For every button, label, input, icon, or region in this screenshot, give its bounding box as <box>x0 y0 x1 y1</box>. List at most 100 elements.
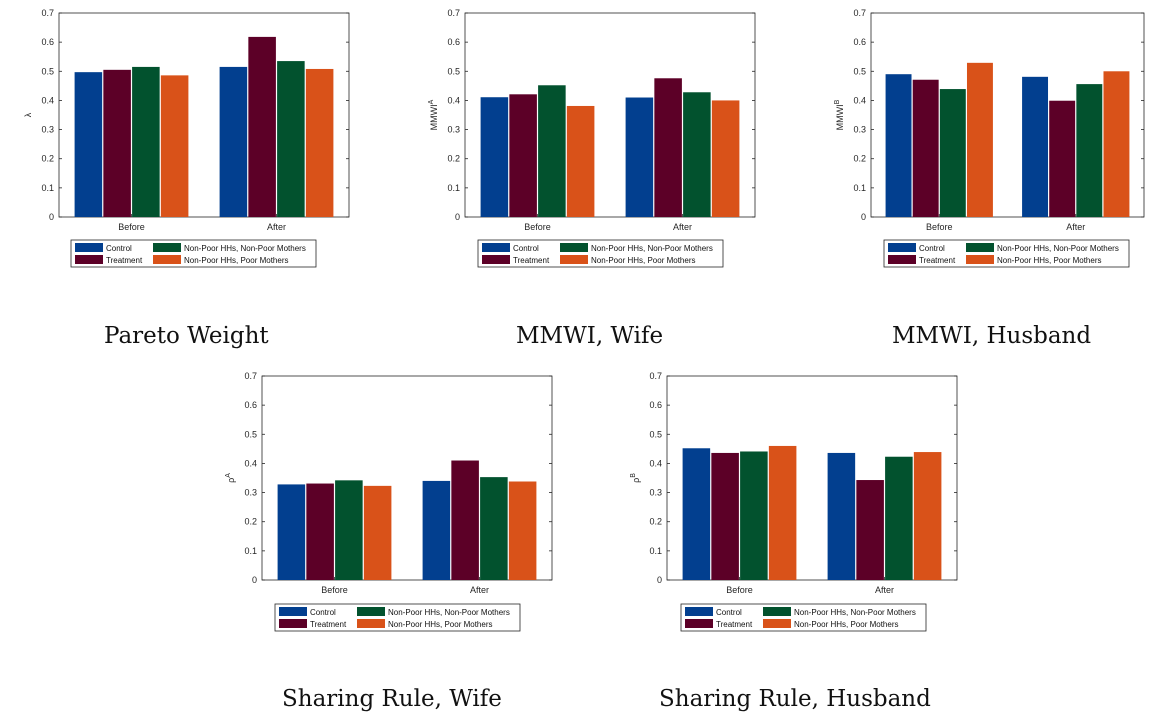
bar-control-after <box>219 66 248 218</box>
bar-treatment-before <box>711 452 739 580</box>
legend: Control Non-Poor HHs, Non-Poor Mothers Tre… <box>680 603 927 632</box>
bar-non-poor-hhs-non-poor-mothers-before <box>132 66 160 218</box>
bar-non-poor-hhs-non-poor-mothers-after <box>885 456 913 580</box>
legend-swatch <box>357 619 385 628</box>
x-tick-label: Before <box>321 585 348 595</box>
y-tick-label: 0.1 <box>447 183 460 193</box>
y-tick-label: 0.3 <box>447 125 460 135</box>
chart-panel-1: 0 0.1 0.2 0.3 0.4 0.5 0.6 0.7 λ Before After Contro… <box>23 8 350 268</box>
y-tick-label: 0.4 <box>244 458 257 468</box>
bar-non-poor-hhs-non-poor-mothers-before <box>335 480 363 580</box>
y-tick-label: 0 <box>455 212 460 222</box>
legend-swatch <box>75 255 103 264</box>
bar-non-poor-hhs-poor-mothers-after <box>711 100 740 217</box>
legend-label: Treatment <box>310 620 347 629</box>
legend-label: Control <box>716 608 742 617</box>
legend-label: Treatment <box>513 256 550 265</box>
y-tick-label: 0.7 <box>447 8 460 18</box>
y-tick-label: 0.5 <box>853 66 866 76</box>
y-tick-label: 0.4 <box>649 458 662 468</box>
legend-swatch <box>279 619 307 628</box>
legend-label: Non-Poor HHs, Non-Poor Mothers <box>794 608 916 617</box>
legend-box <box>477 239 724 268</box>
y-tick-label: 0.1 <box>41 183 54 193</box>
caption-sharing-rule-husband: Sharing Rule, Husband <box>659 686 931 712</box>
x-tick-label: Before <box>926 222 953 232</box>
bar-non-poor-hhs-poor-mothers-after <box>913 452 942 580</box>
legend-swatch <box>153 255 181 264</box>
bar-control-after <box>827 452 856 580</box>
legend-label: Non-Poor HHs, Non-Poor Mothers <box>388 608 510 617</box>
bar-non-poor-hhs-poor-mothers-after <box>508 481 537 580</box>
legend-swatch <box>685 607 713 616</box>
legend-label: Treatment <box>919 256 956 265</box>
plot-area <box>58 12 350 218</box>
y-tick-label: 0.6 <box>853 37 866 47</box>
y-axis-label-main: MMWI <box>429 104 439 130</box>
y-tick-label: 0.1 <box>244 546 257 556</box>
legend: Control Non-Poor HHs, Non-Poor Mothers Tre… <box>70 239 317 268</box>
y-tick-label: 0.2 <box>244 517 257 527</box>
plot-area <box>464 12 756 218</box>
bar-non-poor-hhs-non-poor-mothers-before <box>538 85 566 217</box>
chart-panel-4: 0 0.1 0.2 0.3 0.4 0.5 0.6 0.7 ρA Before After Contr… <box>225 371 553 632</box>
bar-non-poor-hhs-non-poor-mothers-after <box>1076 84 1103 217</box>
y-tick-label: 0.6 <box>244 400 257 410</box>
bar-control-before <box>682 448 711 580</box>
bar-control-after <box>1022 76 1049 217</box>
legend-swatch <box>888 243 916 252</box>
bar-non-poor-hhs-poor-mothers-before <box>160 75 189 217</box>
bar-treatment-before <box>912 79 939 217</box>
legend-label: Non-Poor HHs, Poor Mothers <box>997 256 1101 265</box>
y-tick-label: 0.3 <box>41 125 54 135</box>
chart-panel-5: 0 0.1 0.2 0.3 0.4 0.5 0.6 0.7 ρB Before After Contr… <box>630 371 958 632</box>
y-tick-label: 0.1 <box>853 183 866 193</box>
bar-treatment-before <box>509 94 537 217</box>
y-axis-label-superscript: B <box>834 99 841 104</box>
caption-sharing-rule-wife: Sharing Rule, Wife <box>282 686 502 712</box>
y-axis-label: ρB <box>630 473 641 483</box>
legend-box <box>70 239 317 268</box>
y-tick-label: 0 <box>861 212 866 222</box>
bar-non-poor-hhs-poor-mothers-after <box>305 68 334 217</box>
y-tick-label: 0.2 <box>41 154 54 164</box>
bar-treatment-before <box>103 69 131 217</box>
y-tick-label: 0 <box>657 575 662 585</box>
legend: Control Non-Poor HHs, Non-Poor Mothers Tre… <box>477 239 724 268</box>
legend-box <box>274 603 521 632</box>
y-tick-label: 0.5 <box>41 66 54 76</box>
y-axis-label-main: MMWI <box>835 104 845 130</box>
y-tick-label: 0.5 <box>649 429 662 439</box>
y-tick-label: 0.7 <box>244 371 257 381</box>
y-tick-label: 0 <box>252 575 257 585</box>
legend-label: Non-Poor HHs, Poor Mothers <box>184 256 288 265</box>
bar-non-poor-hhs-poor-mothers-before <box>768 445 797 580</box>
plot-area <box>261 375 553 581</box>
y-tick-label: 0.2 <box>853 154 866 164</box>
y-axis-label-main: ρ <box>631 478 641 483</box>
y-tick-label: 0.3 <box>244 488 257 498</box>
bar-control-before <box>885 74 912 217</box>
y-axis-label: λ <box>23 112 33 117</box>
plot-area <box>870 12 1145 218</box>
legend-swatch <box>75 243 103 252</box>
y-tick-label: 0 <box>49 212 54 222</box>
y-tick-label: 0.2 <box>649 517 662 527</box>
y-tick-label: 0.2 <box>447 154 460 164</box>
y-axis-label-main: ρ <box>226 478 236 483</box>
bar-treatment-after <box>451 460 479 580</box>
legend-swatch <box>357 607 385 616</box>
y-tick-label: 0.7 <box>41 8 54 18</box>
bar-treatment-after <box>1049 100 1076 217</box>
y-axis-label-main: λ <box>23 112 33 117</box>
legend-label: Non-Poor HHs, Non-Poor Mothers <box>184 244 306 253</box>
legend-swatch <box>888 255 916 264</box>
legend: Control Non-Poor HHs, Non-Poor Mothers Tre… <box>274 603 521 632</box>
y-tick-label: 0.4 <box>41 95 54 105</box>
bar-non-poor-hhs-non-poor-mothers-after <box>683 92 711 217</box>
legend-swatch <box>482 243 510 252</box>
x-tick-label: After <box>470 585 489 595</box>
legend-swatch <box>763 607 791 616</box>
bar-non-poor-hhs-non-poor-mothers-before <box>939 89 966 217</box>
